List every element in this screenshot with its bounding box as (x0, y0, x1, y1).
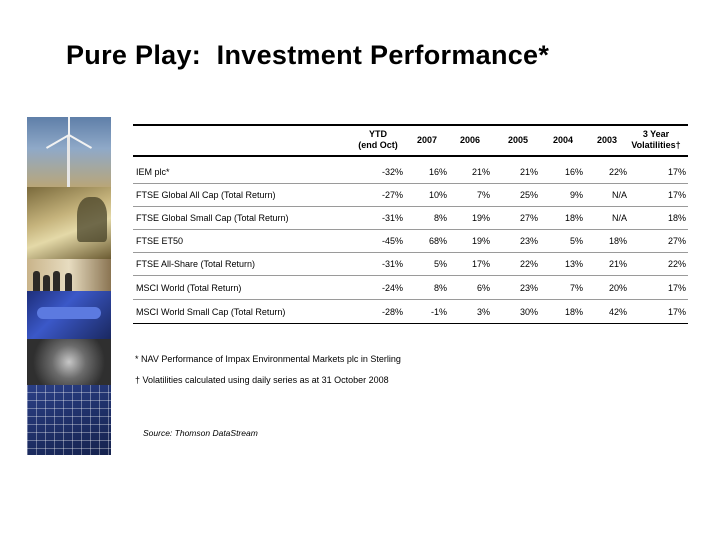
row-label: MSCI World (Total Return) (136, 283, 242, 293)
table-cell: 18% (608, 236, 627, 246)
column-header-line1: 3 Year (642, 129, 670, 139)
column-header: 2004 (543, 135, 583, 146)
row-divider (133, 206, 688, 207)
table-cell: 16% (428, 167, 447, 177)
column-header-line2: (end Oct) (358, 140, 398, 150)
table-cell: -27% (381, 190, 403, 200)
column-header: 2003 (587, 135, 627, 146)
row-divider (133, 299, 688, 300)
row-divider (133, 229, 688, 230)
column-header-line1: 2007 (416, 135, 438, 145)
table-cell: 18% (667, 213, 686, 223)
table-cell: 18% (564, 213, 583, 223)
row-label: FTSE ET50 (136, 236, 184, 246)
table-cell: -31% (381, 259, 403, 269)
table-cell: 5% (569, 236, 583, 246)
row-divider (133, 183, 688, 184)
table-cell: 22% (667, 259, 686, 269)
table-cell: 18% (564, 307, 583, 317)
table-cell: 3% (476, 307, 490, 317)
table-cell: 7% (476, 190, 490, 200)
table-cell: 8% (433, 283, 447, 293)
wind-turbine-photo (27, 117, 111, 187)
column-header: 2006 (450, 135, 490, 146)
table-cell: 16% (564, 167, 583, 177)
column-header-line2: Volatilities† (631, 140, 681, 150)
table-cell: 20% (608, 283, 627, 293)
row-label: MSCI World Small Cap (Total Return) (136, 307, 286, 317)
table-cell: 17% (667, 167, 686, 177)
column-header: 2007 (407, 135, 447, 146)
table-cell: 23% (519, 283, 538, 293)
table-cell: 8% (433, 213, 447, 223)
column-header-line1: YTD (369, 129, 387, 139)
table-cell: 9% (569, 190, 583, 200)
solar-panels-photo (27, 385, 111, 455)
row-label: IEM plc* (136, 167, 170, 177)
table-cell: N/A (611, 190, 627, 200)
table-cell: 6% (476, 283, 490, 293)
slide-title: Pure Play: Investment Performance* (66, 40, 550, 70)
table-cell: 42% (608, 307, 627, 317)
table-cell: 17% (471, 259, 490, 269)
table-cell: 21% (608, 259, 627, 269)
people-photo (27, 259, 111, 291)
table-header-rule (133, 155, 688, 157)
table-cell: -45% (381, 236, 403, 246)
table-cell: 22% (608, 167, 627, 177)
table-cell: -32% (381, 167, 403, 177)
table-cell: 25% (519, 190, 538, 200)
table-cell: 21% (471, 167, 490, 177)
column-header: 3 Year Volatilities† (626, 129, 686, 151)
footnote-volatility: † Volatilities calculated using daily se… (135, 375, 389, 385)
table-cell: -1% (430, 307, 447, 317)
table-bottom-rule (133, 323, 688, 324)
footnote-nav: * NAV Performance of Impax Environmental… (135, 354, 401, 364)
table-cell: 7% (569, 283, 583, 293)
tunnel-photo (27, 339, 111, 385)
table-cell: 17% (667, 283, 686, 293)
row-label: FTSE All-Share (Total Return) (136, 259, 256, 269)
crop-field-photo (27, 187, 111, 259)
table-cell: 5% (433, 259, 447, 269)
row-divider (133, 275, 688, 276)
table-cell: 27% (667, 236, 686, 246)
row-divider (133, 252, 688, 253)
column-header-line1: 2003 (596, 135, 618, 145)
column-header: YTD (end Oct) (353, 129, 403, 151)
table-cell: -31% (381, 213, 403, 223)
source-note: Source: Thomson DataStream (143, 428, 258, 438)
table-cell: -28% (381, 307, 403, 317)
table-cell: 19% (471, 236, 490, 246)
row-label: FTSE Global All Cap (Total Return) (136, 190, 276, 200)
column-header-line1: 2004 (552, 135, 574, 145)
table-cell: 13% (564, 259, 583, 269)
table-cell: 23% (519, 236, 538, 246)
water-pumps-photo (27, 291, 111, 339)
table-cell: 19% (471, 213, 490, 223)
table-cell: -24% (381, 283, 403, 293)
table-cell: 10% (428, 190, 447, 200)
table-cell: 21% (519, 167, 538, 177)
column-header: 2005 (498, 135, 538, 146)
row-label: FTSE Global Small Cap (Total Return) (136, 213, 289, 223)
column-header-line1: 2006 (459, 135, 481, 145)
table-cell: 30% (519, 307, 538, 317)
table-cell: 27% (519, 213, 538, 223)
photo-collage (27, 117, 111, 455)
table-cell: N/A (611, 213, 627, 223)
table-top-rule (133, 124, 688, 126)
table-cell: 68% (428, 236, 447, 246)
table-cell: 22% (519, 259, 538, 269)
column-header-line1: 2005 (507, 135, 529, 145)
table-cell: 17% (667, 307, 686, 317)
table-cell: 17% (667, 190, 686, 200)
